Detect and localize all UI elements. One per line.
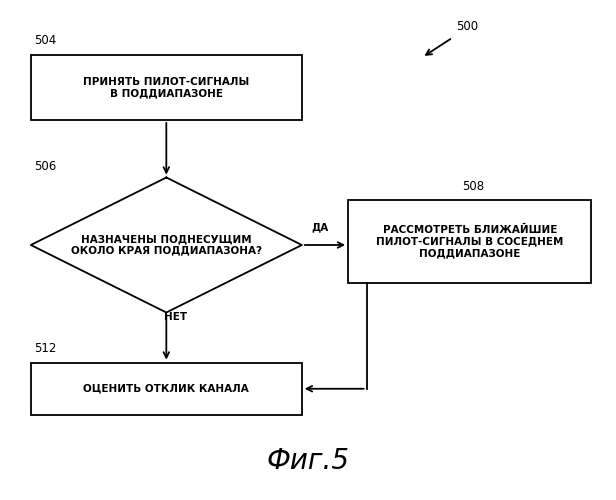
Text: ДА: ДА: [311, 222, 328, 232]
Text: 512: 512: [34, 342, 56, 355]
Text: 506: 506: [34, 160, 56, 172]
Text: НЕТ: НЕТ: [164, 312, 187, 322]
Text: ПРИНЯТЬ ПИЛОТ-СИГНАЛЫ
В ПОДДИАПАЗОНЕ: ПРИНЯТЬ ПИЛОТ-СИГНАЛЫ В ПОДДИАПАЗОНЕ: [83, 76, 249, 98]
Text: 508: 508: [462, 180, 484, 192]
Text: РАССМОТРЕТЬ БЛИЖАЙШИЕ
ПИЛОТ-СИГНАЛЫ В СОСЕДНЕМ
ПОДДИАПАЗОНЕ: РАССМОТРЕТЬ БЛИЖАЙШИЕ ПИЛОТ-СИГНАЛЫ В СО…: [376, 224, 564, 258]
FancyBboxPatch shape: [348, 200, 591, 282]
Text: 504: 504: [34, 34, 56, 48]
FancyBboxPatch shape: [31, 55, 302, 120]
Text: ОЦЕНИТЬ ОТКЛИК КАНАЛА: ОЦЕНИТЬ ОТКЛИК КАНАЛА: [83, 384, 249, 394]
Text: 500: 500: [456, 20, 478, 32]
Polygon shape: [31, 178, 302, 312]
Text: НАЗНАЧЕНЫ ПОДНЕСУЩИМ
ОКОЛО КРАЯ ПОДДИАПАЗОНА?: НАЗНАЧЕНЫ ПОДНЕСУЩИМ ОКОЛО КРАЯ ПОДДИАПА…: [71, 234, 262, 256]
Text: Фиг.5: Фиг.5: [267, 447, 349, 475]
FancyBboxPatch shape: [31, 362, 302, 415]
